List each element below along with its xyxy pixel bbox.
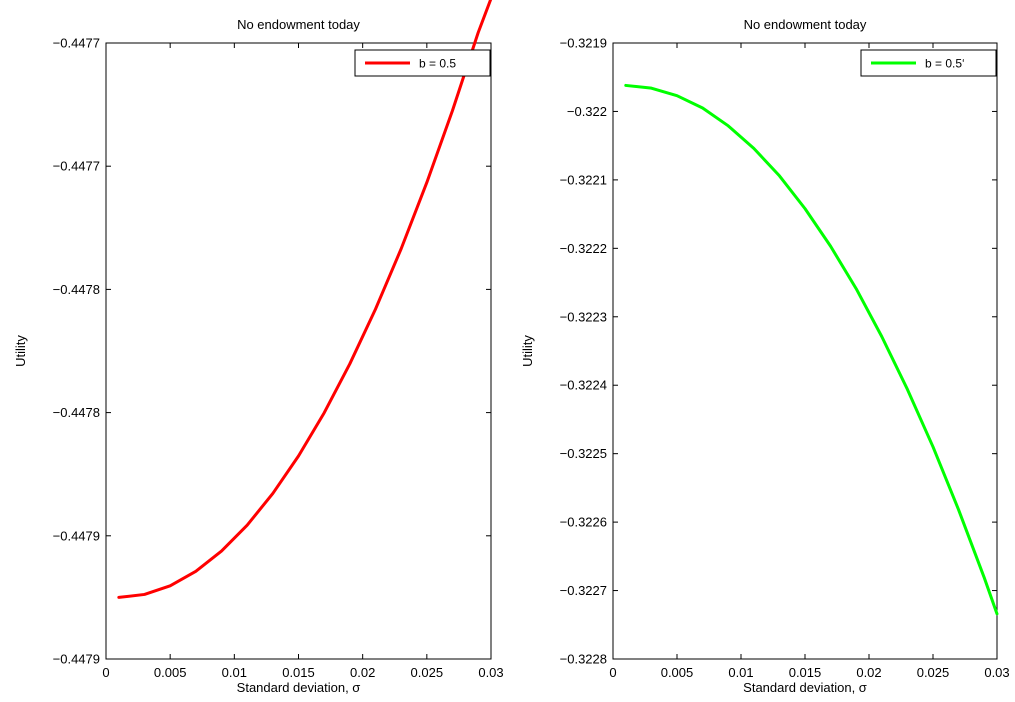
- y-axis-label: Utility: [520, 335, 535, 367]
- chart-panel-2: 0 0.005 0.01 0.015 0.02 0.025 0.03 −0.3219 −0.32…: [520, 17, 1010, 695]
- y-tick-label: −0.3227: [560, 583, 607, 598]
- x-tick-label: 0.01: [222, 665, 247, 680]
- x-axis-label: Standard deviation, σ: [743, 680, 867, 695]
- y-tick-label: −0.4479: [53, 528, 100, 543]
- x-tick-label: 0.005: [154, 665, 187, 680]
- y-tick-label: −0.4478: [53, 405, 100, 420]
- legend: b = 0.5: [354, 49, 491, 77]
- y-axis-label: Utility: [13, 335, 28, 367]
- x-tick-label: 0.015: [282, 665, 315, 680]
- y-tick-label: −0.4478: [53, 282, 100, 297]
- legend: b = 0.5‘: [860, 49, 997, 77]
- x-tick-label: 0.025: [411, 665, 444, 680]
- series-line: [624, 83, 999, 616]
- y-tick-label: −0.3226: [560, 515, 607, 530]
- y-tick-label: −0.3225: [560, 446, 607, 461]
- x-tick-label: 0.03: [984, 665, 1009, 680]
- y-tick-label: −0.3224: [560, 378, 607, 393]
- chart-panel-1: 0 0.005 0.01 0.015 0.02 0.025 0.03 −0.4477 −0.44…: [13, 0, 504, 695]
- plot-area: [612, 42, 998, 660]
- legend-label: b = 0.5: [419, 57, 456, 71]
- x-tick-label: 0: [102, 665, 109, 680]
- y-tick-label: −0.3222: [560, 241, 607, 256]
- y-tick-label: −0.4477: [53, 36, 100, 51]
- legend-label: b = 0.5‘: [925, 57, 965, 71]
- x-tick-label: 0.025: [917, 665, 950, 680]
- x-tick-label: 0: [609, 665, 616, 680]
- chart-title: No endowment today: [744, 17, 867, 32]
- y-tick-label: −0.322: [567, 104, 607, 119]
- y-tick-label: −0.4479: [53, 652, 100, 667]
- x-tick-label: 0.02: [856, 665, 881, 680]
- x-axis-label: Standard deviation, σ: [237, 680, 361, 695]
- x-tick-label: 0.015: [789, 665, 822, 680]
- y-tick-label: −0.3221: [560, 172, 607, 187]
- x-tick-label: 0.01: [728, 665, 753, 680]
- y-tick-label: −0.3223: [560, 309, 607, 324]
- x-tick-label: 0.02: [350, 665, 375, 680]
- y-tick-label: −0.4477: [53, 159, 100, 174]
- x-tick-label: 0.03: [478, 665, 503, 680]
- y-tick-label: −0.3219: [560, 36, 607, 51]
- x-tick-label: 0.005: [661, 665, 694, 680]
- series-line: [117, 0, 493, 599]
- plot-area: [105, 42, 492, 660]
- chart-title: No endowment today: [237, 17, 360, 32]
- y-tick-label: −0.3228: [560, 652, 607, 667]
